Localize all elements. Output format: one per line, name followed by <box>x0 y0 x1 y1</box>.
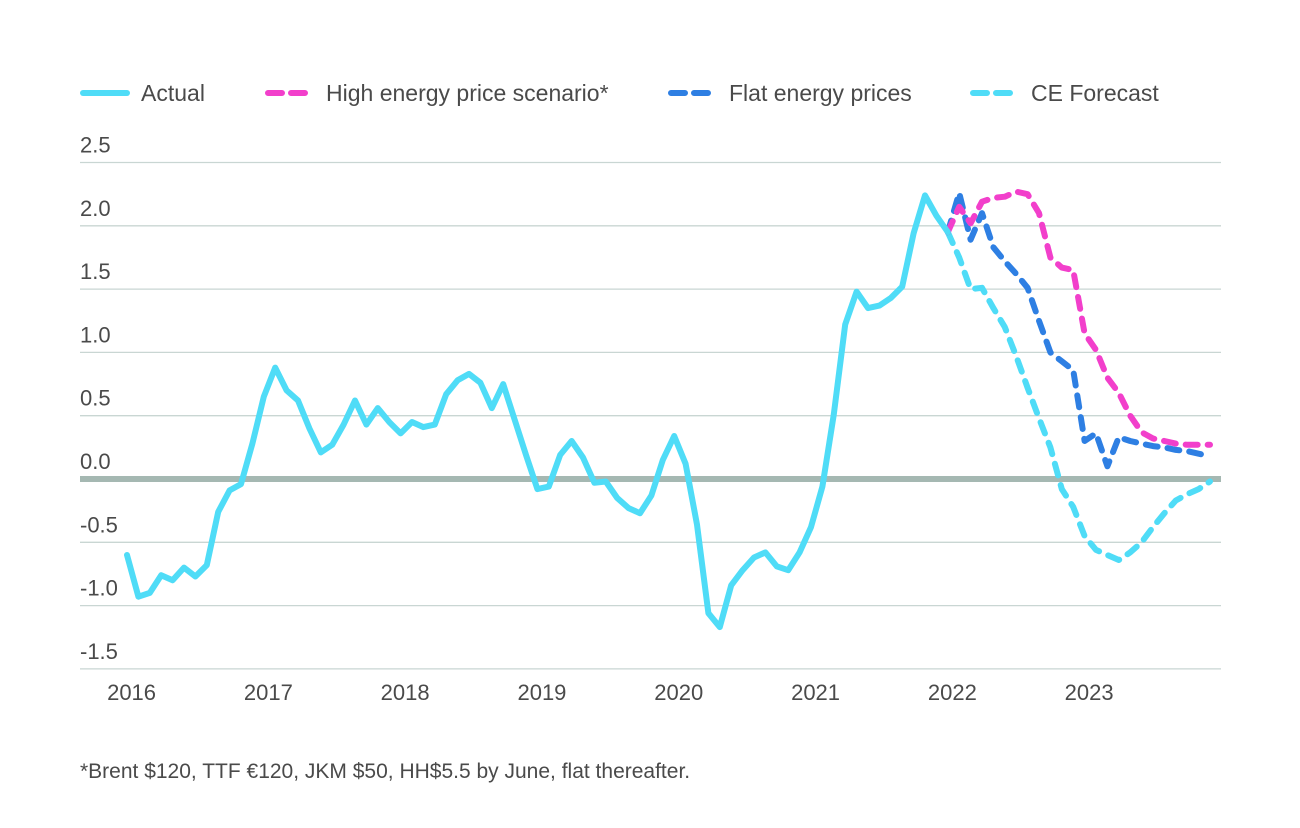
x-tick-label: 2021 <box>791 680 840 705</box>
legend-label: CE Forecast <box>1031 80 1159 106</box>
legend-item: Actual <box>83 80 205 106</box>
x-tick-label: 2020 <box>654 680 703 705</box>
legend-label: Actual <box>141 80 205 106</box>
x-tick-label: 2019 <box>517 680 566 705</box>
series-line-flat-energy-prices <box>948 193 1210 466</box>
legend-item: Flat energy prices <box>671 80 912 106</box>
series-line-actual <box>127 195 948 627</box>
y-tick-label: 2.0 <box>80 196 111 221</box>
y-tick-label: 0.0 <box>80 449 111 474</box>
legend-label: High energy price scenario* <box>326 80 609 106</box>
y-tick-label: -1.5 <box>80 639 118 664</box>
footnote: *Brent $120, TTF €120, JKM $50, HH$5.5 b… <box>80 760 690 783</box>
y-tick-label: -0.5 <box>80 512 118 537</box>
y-tick-label: -1.0 <box>80 576 118 601</box>
x-tick-label: 2017 <box>244 680 293 705</box>
x-tick-label: 2016 <box>107 680 156 705</box>
y-tick-label: 2.5 <box>80 133 111 158</box>
series-lines <box>127 192 1210 628</box>
legend: Actual High energy price scenario* Flat en… <box>83 80 1159 106</box>
y-tick-label: 0.5 <box>80 386 111 411</box>
y-tick-label: 1.5 <box>80 259 111 284</box>
gridlines <box>80 163 1221 669</box>
x-tick-label: 2023 <box>1065 680 1114 705</box>
x-tick-label: 2018 <box>381 680 430 705</box>
y-tick-label: 1.0 <box>80 322 111 347</box>
y-axis-ticks: 2.5 2.0 1.5 1.0 0.5 0.0 -0.5 -1.0 -1.5 <box>80 133 118 664</box>
legend-item: CE Forecast <box>973 80 1159 106</box>
legend-item: High energy price scenario* <box>268 80 609 106</box>
legend-label: Flat energy prices <box>729 80 912 106</box>
x-tick-label: 2022 <box>928 680 977 705</box>
x-axis-ticks: 2016 2017 2018 2019 2020 2021 2022 2023 <box>107 680 1114 705</box>
